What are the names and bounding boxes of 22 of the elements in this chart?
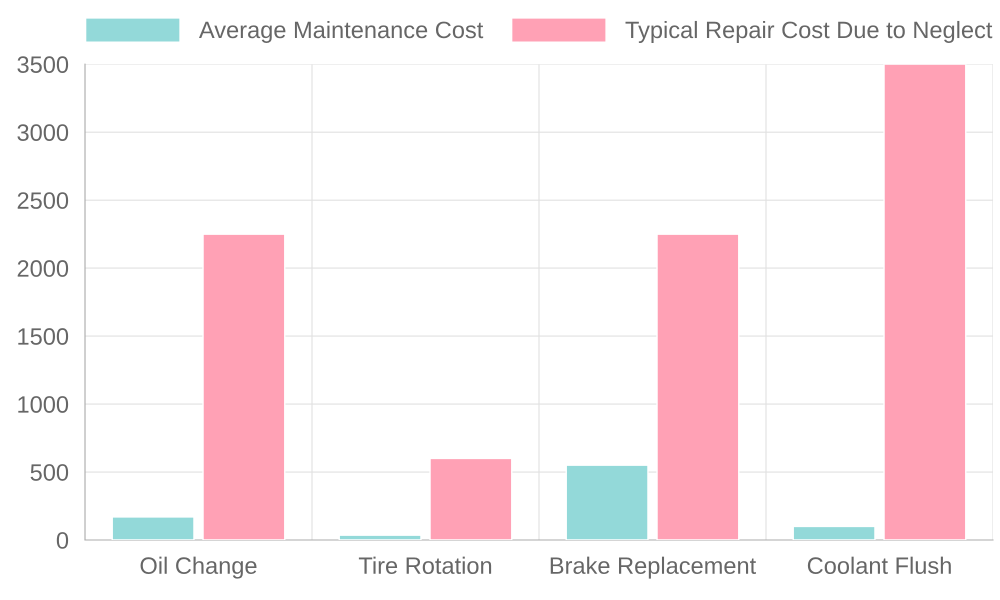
y-tick-label: 1500 xyxy=(18,328,68,345)
y-tick-label: 2500 xyxy=(18,192,68,209)
bar xyxy=(429,458,512,540)
bar xyxy=(792,526,876,540)
y-tick-label: 3500 xyxy=(17,56,68,73)
x-tick-label: Coolant Flush xyxy=(808,556,951,574)
x-tick-label: Oil Change xyxy=(140,556,257,579)
bar xyxy=(338,534,422,540)
y-tick-label: 3000 xyxy=(17,124,68,141)
bar xyxy=(112,516,195,540)
y-tick-label: 2000 xyxy=(18,260,68,277)
bar xyxy=(202,233,286,540)
legend-label: Typical Repair Cost Due to Neglect xyxy=(626,20,992,43)
bar xyxy=(656,233,740,540)
x-tick-label: Brake Replacement xyxy=(550,556,756,579)
y-tick-label: 0 xyxy=(56,532,68,549)
y-tick-label: 1000 xyxy=(18,396,68,413)
legend-label: Average Maintenance Cost xyxy=(198,20,484,43)
y-tick-label: 500 xyxy=(30,464,68,481)
bar xyxy=(883,64,966,540)
x-tick-label: Tire Rotation xyxy=(358,556,492,574)
bar xyxy=(566,464,649,540)
